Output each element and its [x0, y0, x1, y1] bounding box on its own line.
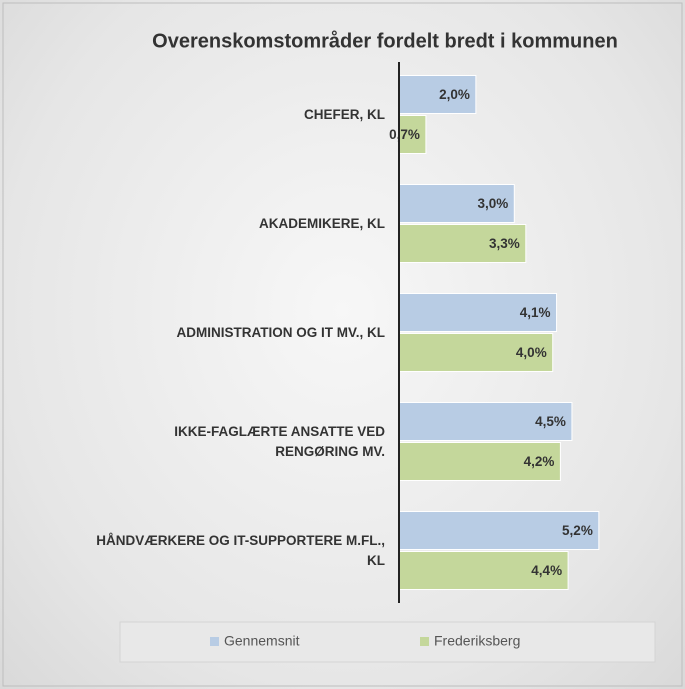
- value-label: 4,0%: [516, 345, 547, 360]
- value-label: 2,0%: [439, 87, 470, 102]
- value-label: 0,7%: [389, 127, 420, 142]
- legend-box: [119, 621, 656, 663]
- y-tick-label: HÅNDVÆRKERE OG IT-SUPPORTERE M.FL., KL: [96, 532, 385, 568]
- bar: [398, 511, 600, 550]
- legend-swatch: [210, 637, 219, 646]
- value-label: 4,5%: [535, 414, 566, 429]
- bar: [398, 115, 427, 154]
- value-label: 5,2%: [562, 523, 593, 538]
- bar: [398, 75, 477, 114]
- value-label: 3,0%: [478, 196, 509, 211]
- bar: [398, 184, 515, 223]
- value-label: 3,3%: [489, 236, 520, 251]
- y-tick-label: CHEFER, KL: [304, 106, 385, 122]
- legend-label: Gennemsnit: [224, 633, 300, 649]
- legend-swatch: [420, 637, 429, 646]
- legend-label: Frederiksberg: [434, 633, 520, 649]
- chart-title: Overenskomstområder fordelt bredt i komm…: [152, 29, 618, 52]
- value-label: 4,4%: [531, 563, 562, 578]
- y-tick-label: ADMINISTRATION OG IT MV., KL: [176, 324, 386, 340]
- y-tick-label: IKKE-FAGLÆRTE ANSATTE VED RENGØRING MV.: [174, 423, 385, 459]
- bar: [398, 551, 569, 590]
- y-tick-label: AKADEMIKERE, KL: [258, 215, 385, 231]
- value-label: 4,2%: [524, 454, 555, 469]
- value-label: 4,1%: [520, 305, 551, 320]
